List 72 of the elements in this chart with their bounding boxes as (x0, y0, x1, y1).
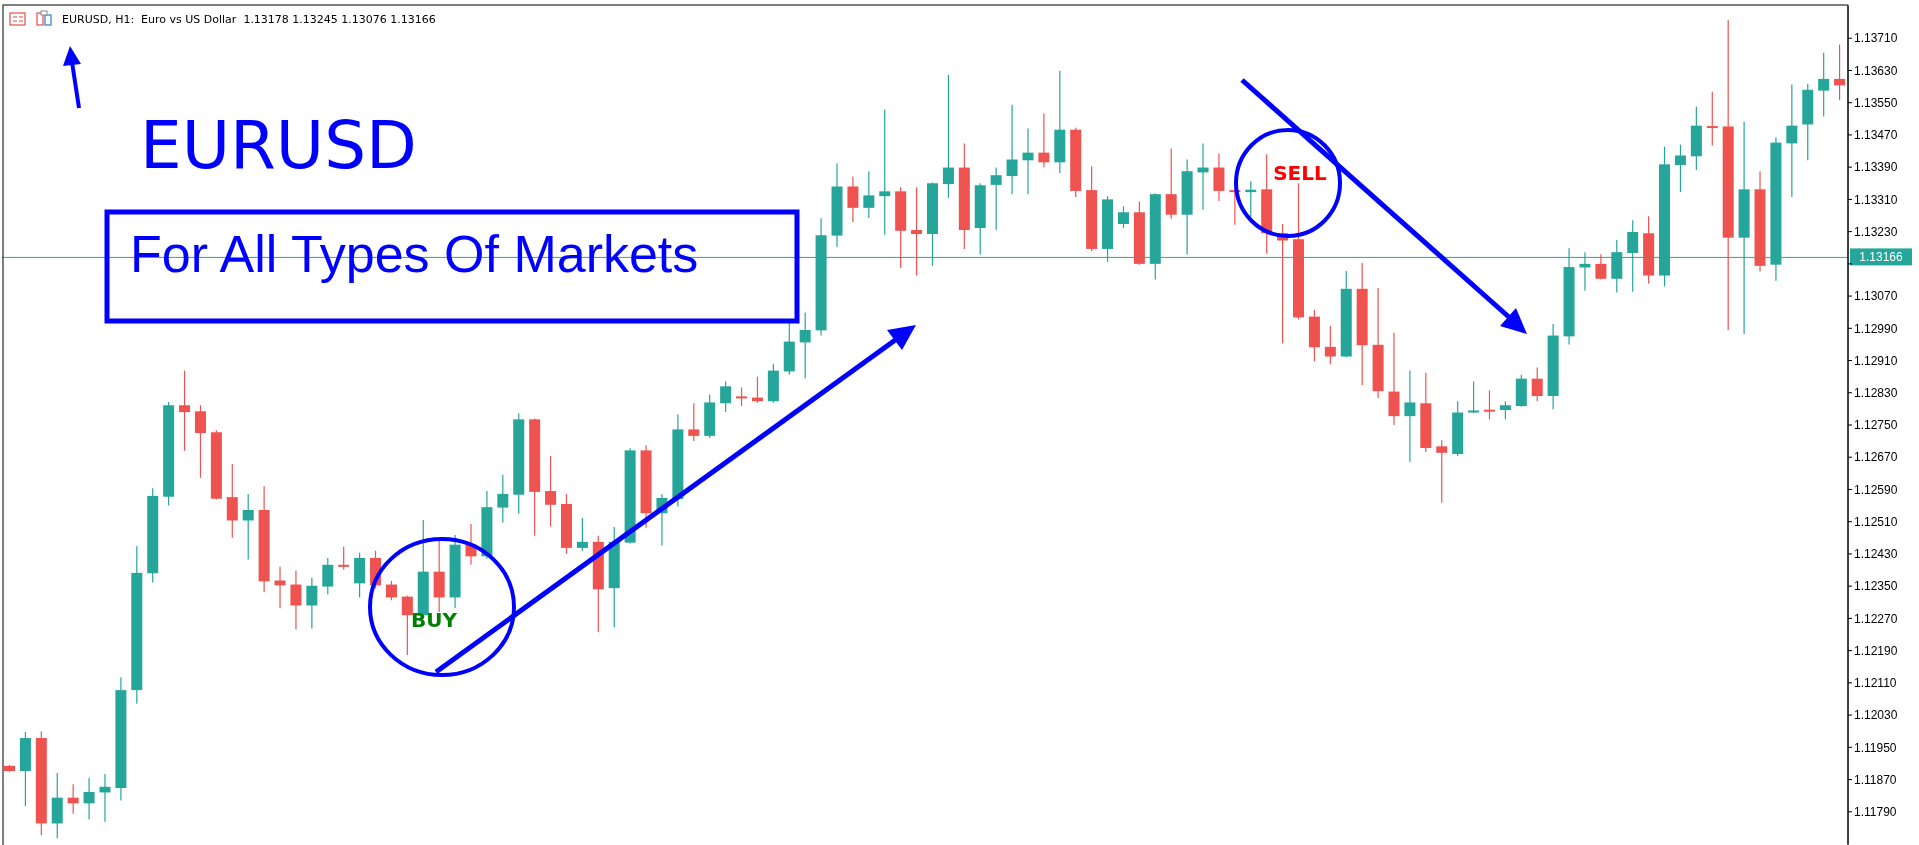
ref-line-label: 1.13166 (1859, 250, 1904, 265)
candlestick (1324, 325, 1336, 365)
text: EURUSD (140, 107, 417, 184)
candlestick (720, 380, 732, 413)
candlestick (290, 570, 302, 630)
y-tick-label: 1.13710 (1854, 31, 1898, 46)
y-tick-label: 1.13230 (1854, 224, 1898, 239)
candlestick (942, 74, 954, 199)
candlestick (1022, 127, 1034, 195)
annotation: BUY (411, 608, 458, 632)
y-tick-label: 1.12670 (1854, 450, 1898, 465)
y-tick-label: 1.11950 (1854, 740, 1897, 755)
candlestick (242, 493, 254, 561)
candlestick (911, 186, 923, 277)
y-tick-label: 1.12350 (1854, 579, 1898, 594)
candlestick (545, 455, 557, 528)
candlestick (179, 370, 191, 452)
candlestick (1834, 44, 1846, 101)
candlestick (576, 517, 588, 552)
y-tick-label: 1.12830 (1854, 386, 1898, 401)
y-tick-label: 1.12990 (1854, 321, 1898, 336)
candlestick (1786, 83, 1798, 198)
y-tick-label: 1.13390 (1854, 160, 1898, 175)
candlestick (226, 463, 238, 539)
candlestick (83, 777, 95, 821)
candlestick (1531, 366, 1543, 402)
candlestick (1006, 104, 1018, 195)
y-tick-label: 1.12430 (1854, 547, 1898, 562)
candlestick (1483, 389, 1495, 420)
y-tick-label: 1.12910 (1854, 353, 1898, 368)
candlestick (688, 402, 700, 442)
candlestick (736, 386, 748, 407)
candlestick (1038, 112, 1050, 168)
y-tick-label: 1.12510 (1854, 514, 1898, 529)
y-tick-label: 1.11870 (1854, 772, 1897, 787)
candlestick (1499, 400, 1511, 420)
candlestick (322, 557, 334, 595)
candlestick (401, 595, 413, 656)
y-tick-label: 1.12030 (1854, 708, 1898, 723)
candlestick (1117, 205, 1129, 229)
candlestick (1404, 370, 1416, 463)
candlestick (385, 580, 397, 601)
candlestick (990, 166, 1002, 231)
y-tick-label: 1.12590 (1854, 482, 1898, 497)
candlestick (1818, 52, 1830, 117)
annotation: SELL (1273, 161, 1328, 185)
candlestick (1674, 143, 1686, 193)
candlestick (497, 474, 509, 524)
candlestick (1436, 439, 1448, 504)
candlestick (1213, 152, 1225, 202)
candlestick (1595, 253, 1607, 281)
y-tick-label: 1.12750 (1854, 418, 1898, 433)
y-tick-label: 1.12190 (1854, 643, 1898, 658)
y-tick-label: 1.13630 (1854, 63, 1898, 78)
y-tick-label: 1.13310 (1854, 192, 1898, 207)
y-tick-label: 1.11790 (1854, 805, 1897, 820)
candlestick (194, 404, 206, 479)
candlestick (306, 577, 318, 630)
candlestick (1165, 148, 1177, 220)
y-tick-label: 1.13550 (1854, 95, 1898, 110)
y-tick-label: 1.13470 (1854, 128, 1898, 143)
y-tick-label: 1.12270 (1854, 611, 1898, 626)
y-tick-label: 1.12110 (1854, 676, 1897, 691)
candlestick (879, 108, 891, 236)
text: EURUSD, H1: Euro vs US Dollar 1.13178 1.13245 1.13076 1.13166 (62, 13, 436, 26)
candlestick (847, 175, 859, 223)
candlestick (1468, 380, 1480, 414)
candlestick (863, 170, 875, 219)
y-tick-label: 1.13070 (1854, 289, 1898, 304)
candlestick (799, 312, 811, 379)
candlestick (338, 546, 350, 571)
candlestick (1706, 91, 1718, 146)
